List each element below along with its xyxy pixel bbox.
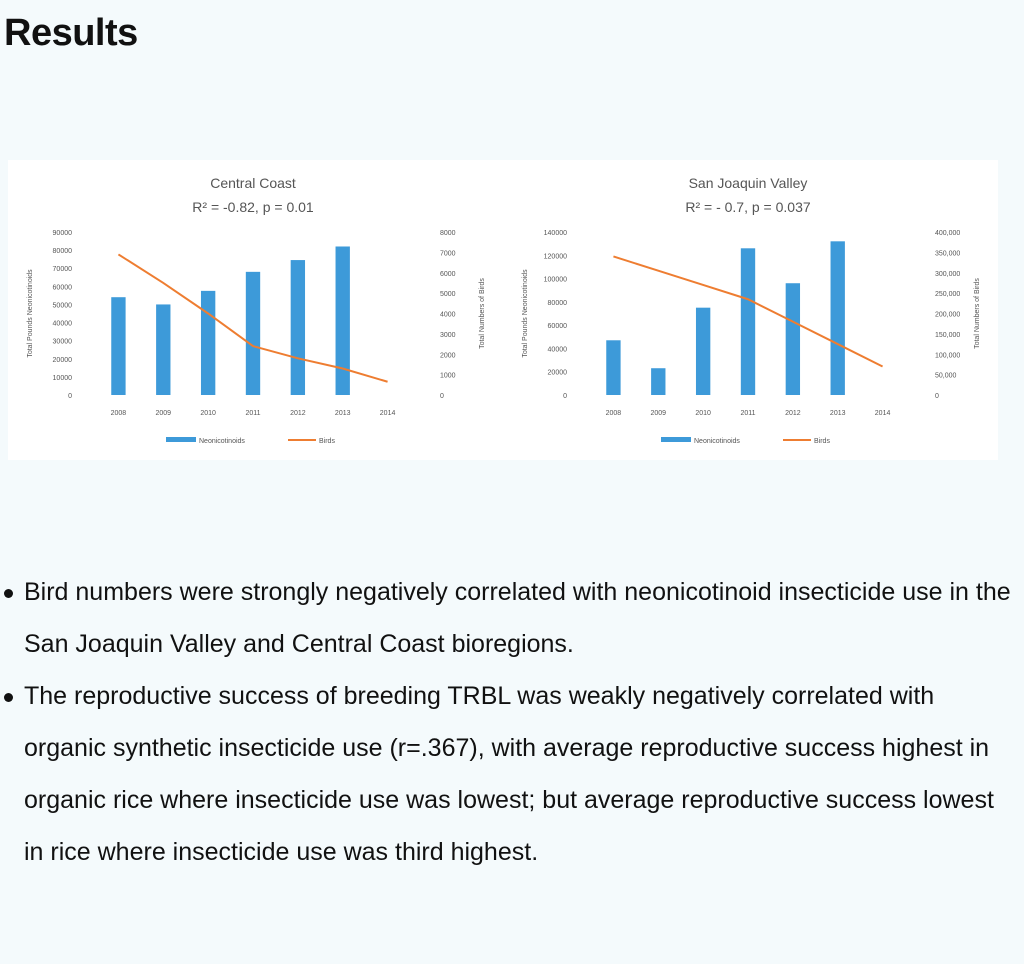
y2-axis-label: Total Numbers of Birds — [479, 278, 486, 349]
x-tick-label: 2014 — [380, 410, 396, 417]
y2-tick-label: 300,000 — [935, 271, 960, 278]
y2-tick-label: 50,000 — [935, 373, 957, 380]
y-tick-label: 70000 — [53, 266, 73, 273]
chart-title: San Joaquin Valley — [689, 175, 808, 191]
y-tick-label: 90000 — [53, 230, 73, 237]
x-tick-label: 2009 — [155, 410, 171, 417]
y-tick-label: 120000 — [544, 253, 567, 260]
x-tick-label: 2009 — [650, 410, 666, 417]
slide-title: Results — [4, 12, 138, 54]
y-tick-label: 10000 — [53, 375, 73, 382]
legend-label-neonicotinoids: Neonicotinoids — [199, 438, 245, 445]
y-tick-label: 100000 — [544, 277, 567, 284]
bullet-text: Bird numbers were strongly negatively co… — [24, 578, 1011, 658]
legend-label-birds: Birds — [814, 438, 830, 445]
x-tick-label: 2008 — [606, 410, 622, 417]
line-birds — [613, 255, 884, 368]
y-tick-label: 20000 — [53, 357, 73, 364]
bar-neonicotinoids — [695, 307, 711, 395]
chart-san-joaquin-valley: San Joaquin Valley R² = - 0.7, p = 0.037 0… — [522, 175, 981, 445]
y2-tick-label: 7000 — [440, 250, 456, 257]
y2-tick-label: 2000 — [440, 352, 456, 359]
y2-tick-label: 3000 — [440, 332, 456, 339]
bar-neonicotinoids — [651, 368, 666, 395]
y-tick-label: 80000 — [548, 300, 568, 307]
bullet-item: The reproductive success of breeding TRB… — [0, 670, 1020, 878]
y-tick-label: 30000 — [53, 339, 73, 346]
x-tick-label: 2013 — [335, 410, 351, 417]
x-tick-label: 2012 — [785, 410, 801, 417]
x-tick-label: 2013 — [830, 410, 846, 417]
y-axis-label: Total Pounds Neonicotinoids — [27, 269, 34, 358]
chart-subtitle: R² = -0.82, p = 0.01 — [192, 199, 314, 215]
y2-tick-label: 1000 — [440, 373, 456, 380]
x-tick-label: 2008 — [111, 410, 127, 417]
y2-tick-label: 0 — [935, 393, 939, 400]
x-tick-label: 2010 — [200, 410, 216, 417]
y2-tick-label: 0 — [440, 393, 444, 400]
y-axis-label: Total Pounds Neonicotinoids — [522, 269, 529, 358]
y-tick-label: 60000 — [53, 284, 73, 291]
legend-swatch-neonicotinoids — [661, 437, 691, 442]
x-tick-label: 2012 — [290, 410, 306, 417]
y-tick-label: 40000 — [53, 321, 73, 328]
y-tick-label: 0 — [563, 393, 567, 400]
bullet-dot-icon — [4, 693, 13, 702]
y2-tick-label: 250,000 — [935, 291, 960, 298]
y2-tick-label: 150,000 — [935, 332, 960, 339]
chart-title: Central Coast — [210, 175, 296, 191]
y-tick-label: 50000 — [53, 302, 73, 309]
bullet-dot-icon — [4, 589, 13, 598]
line-birds — [117, 253, 388, 383]
bullet-list: Bird numbers were strongly negatively co… — [0, 566, 1020, 878]
bullet-text: The reproductive success of breeding TRB… — [24, 682, 994, 866]
x-tick-label: 2011 — [740, 410, 755, 417]
legend-label-neonicotinoids: Neonicotinoids — [694, 438, 740, 445]
y2-tick-label: 5000 — [440, 291, 456, 298]
y2-tick-label: 350,000 — [935, 250, 960, 257]
y2-tick-label: 200,000 — [935, 312, 960, 319]
y-tick-label: 140000 — [544, 230, 567, 237]
bullet-item: Bird numbers were strongly negatively co… — [0, 566, 1020, 670]
y-tick-label: 20000 — [548, 370, 568, 377]
y2-tick-label: 400,000 — [935, 230, 960, 237]
x-tick-label: 2010 — [695, 410, 711, 417]
chart-subtitle: R² = - 0.7, p = 0.037 — [685, 199, 811, 215]
y2-tick-label: 100,000 — [935, 352, 960, 359]
bar-neonicotinoids — [740, 248, 756, 395]
y-tick-label: 60000 — [548, 323, 568, 330]
bar-neonicotinoids — [200, 290, 216, 395]
y2-axis-label: Total Numbers of Birds — [974, 278, 981, 349]
legend-label-birds: Birds — [319, 438, 335, 445]
bar-neonicotinoids — [290, 260, 306, 395]
y-tick-label: 80000 — [53, 248, 73, 255]
bar-neonicotinoids — [156, 304, 171, 395]
bar-neonicotinoids — [111, 297, 126, 395]
bar-neonicotinoids — [606, 340, 621, 395]
y-tick-label: 0 — [68, 393, 72, 400]
charts-panel: Central Coast R² = -0.82, p = 0.01 0 10000 2… — [8, 160, 998, 460]
bar-neonicotinoids — [335, 246, 350, 395]
x-tick-label: 2014 — [875, 410, 891, 417]
bar-neonicotinoids — [830, 241, 845, 395]
x-tick-label: 2011 — [245, 410, 260, 417]
y2-tick-label: 4000 — [440, 312, 456, 319]
y-tick-label: 40000 — [548, 346, 568, 353]
y2-tick-label: 6000 — [440, 271, 456, 278]
legend-swatch-neonicotinoids — [166, 437, 196, 442]
bar-neonicotinoids — [785, 283, 801, 395]
bar-neonicotinoids — [245, 271, 261, 395]
y2-tick-label: 8000 — [440, 230, 456, 237]
